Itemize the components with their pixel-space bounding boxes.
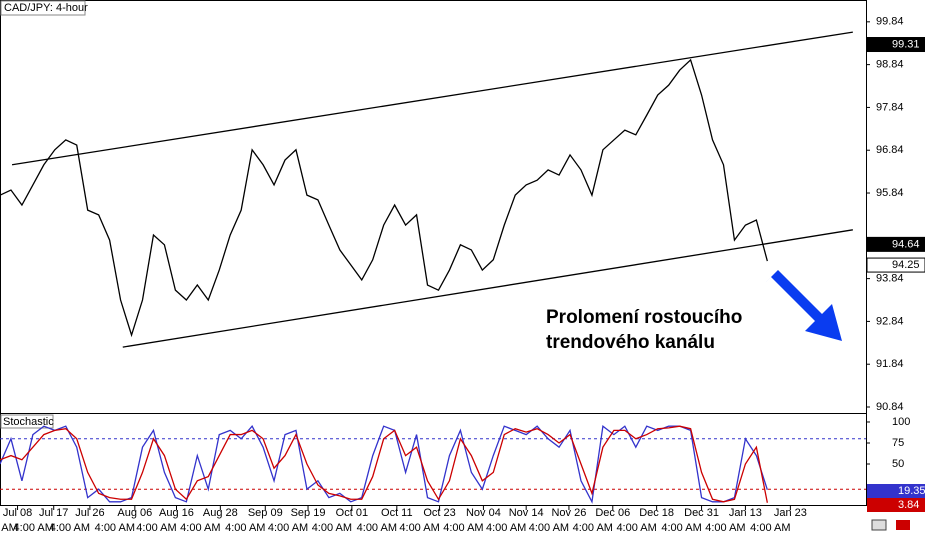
- x-tick-label: Jan 23: [774, 507, 807, 519]
- x-time-label: 4:00 AM: [750, 522, 790, 534]
- y-tick-label: 91.84: [876, 358, 904, 370]
- annotation: trendového kanálu: [546, 332, 715, 353]
- x-time-label: 4:00 AM: [661, 522, 701, 534]
- x-time-label: 4:00 AM: [14, 522, 54, 534]
- chart-title: CAD/JPY: 4-hour: [4, 2, 88, 14]
- trendline: [122, 229, 853, 348]
- price-marker: [866, 257, 925, 273]
- x-time-label: 4:00 AM: [705, 522, 745, 534]
- x-time-label: 4:00 AM: [357, 522, 397, 534]
- price-marker-label: 99.31: [892, 38, 920, 50]
- indicator-box: [0, 414, 54, 429]
- x-time-label: 4:00 AM: [399, 522, 439, 534]
- price-marker: [866, 236, 925, 252]
- x-time-label: 4:00 AM: [616, 522, 656, 534]
- x-tick-label: Jul 08: [3, 507, 32, 519]
- x-time-label: 4:00 AM: [573, 522, 613, 534]
- x-time-label: 4:00 AM: [268, 522, 308, 534]
- x-time-label: 4:00 AM: [136, 522, 176, 534]
- price-marker: [866, 37, 925, 53]
- x-tick-label: Oct 01: [336, 507, 368, 519]
- x-tick-label: Nov 26: [551, 507, 586, 519]
- value-marker: [867, 484, 925, 498]
- toolbar-icon[interactable]: [896, 520, 910, 530]
- x-tick-label: Dec 31: [684, 507, 719, 519]
- y-tick-label: 98.84: [876, 59, 904, 71]
- x-tick-label: Nov 14: [509, 507, 544, 519]
- series-line: [0, 425, 768, 503]
- x-time-label: 4:00 AM: [225, 522, 265, 534]
- annotation: Prolomení rostoucího: [546, 307, 742, 328]
- y-tick-label: 50: [892, 458, 904, 470]
- y-tick-label: 95.84: [876, 187, 904, 199]
- y-tick-label: 90.84: [876, 401, 904, 413]
- y-tick-label: 75: [892, 437, 904, 449]
- series-line: [0, 58, 768, 338]
- price-marker-label: 94.64: [892, 238, 920, 250]
- x-time-label: 4:00 AM: [95, 522, 135, 534]
- x-tick-label: Jul 17: [39, 507, 68, 519]
- y-tick-label: 93.84: [876, 273, 904, 285]
- value-marker-label: 19.35: [898, 485, 925, 497]
- y-tick-label: 99.84: [876, 16, 904, 28]
- y-tick-label: 92.84: [876, 315, 904, 327]
- x-tick-label: Oct 11: [381, 507, 413, 519]
- y-tick-label: 100: [892, 416, 910, 428]
- plot-frame: [0, 0, 867, 506]
- x-tick-label: Sep 09: [248, 507, 283, 519]
- indicator-title: Stochastic: [3, 416, 54, 428]
- x-time-label: 4:00 AM: [312, 522, 352, 534]
- x-time-label: 4:00 AM: [180, 522, 220, 534]
- value-marker-label: 3.84: [898, 499, 919, 511]
- y-tick-label: 96.84: [876, 144, 904, 156]
- x-tick-label: Oct 23: [423, 507, 455, 519]
- value-marker: [867, 498, 925, 512]
- x-time-label: 4:00 AM: [50, 522, 90, 534]
- x-tick-label: Aug 28: [203, 507, 238, 519]
- title-box: [0, 0, 86, 16]
- down-arrow: [766, 270, 842, 341]
- x-tick-label: Aug 06: [117, 507, 152, 519]
- x-tick-label: Aug 16: [159, 507, 194, 519]
- y-tick-label: 97.84: [876, 101, 904, 113]
- x-tick-label: Sep 19: [291, 507, 326, 519]
- x-tick-label: Dec 18: [639, 507, 674, 519]
- x-tick-label: Nov 04: [466, 507, 501, 519]
- price-marker-label: 94.25: [892, 259, 920, 271]
- x-time-label: 4:00 AM: [443, 522, 483, 534]
- x-time-label: 4:00 AM: [529, 522, 569, 534]
- x-tick-label: Dec 06: [595, 507, 630, 519]
- x-tick-label: Jan 13: [729, 507, 762, 519]
- toolbar-icon[interactable]: [871, 519, 887, 531]
- trendline: [11, 31, 853, 166]
- x-tick-label: Jul 26: [75, 507, 104, 519]
- x-time-label: 4:00 AM: [0, 522, 18, 534]
- x-time-label: 4:00 AM: [486, 522, 526, 534]
